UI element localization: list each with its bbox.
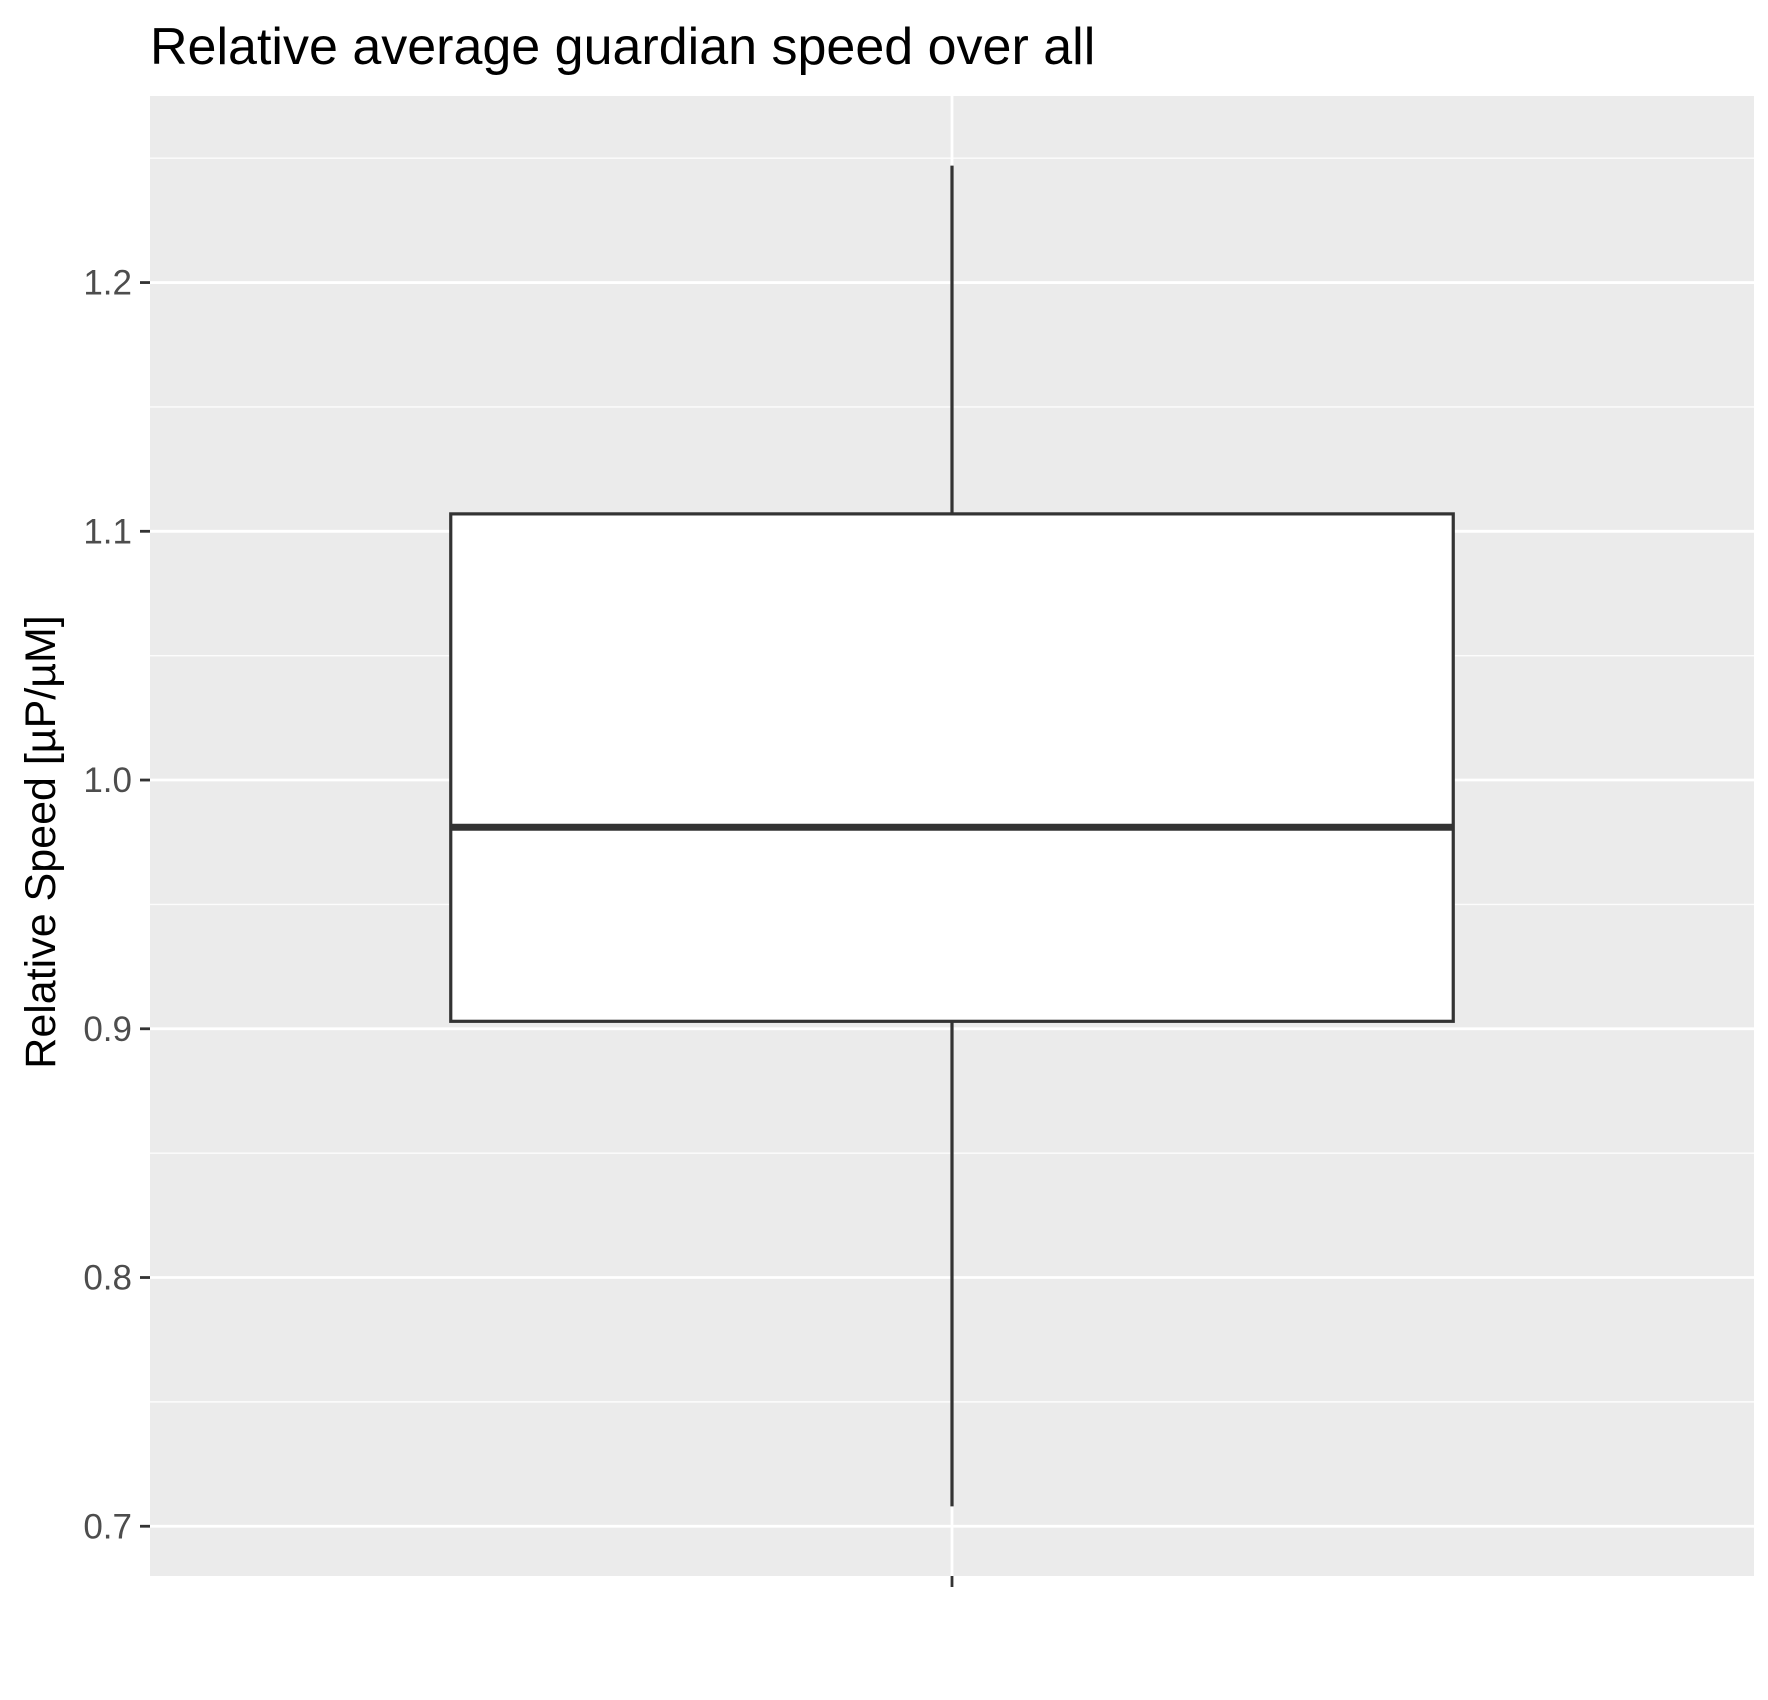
boxes — [449, 165, 1455, 1507]
y-tick-label: 0.9 — [83, 1010, 132, 1049]
y-tick-label: 1.1 — [83, 512, 132, 551]
box-iqr — [449, 512, 1455, 1023]
y-tick-label: 0.8 — [83, 1259, 132, 1298]
y-axis-ticks: 0.7 0.8 0.9 1.0 1.1 1.2 — [83, 264, 150, 1546]
y-tick-label: 1.0 — [83, 761, 132, 800]
chart-title: Relative average guardian speed over all — [150, 18, 1095, 76]
y-axis-label: Relative Speed [µP/µM] — [17, 615, 65, 1068]
y-tick-label: 0.7 — [83, 1507, 132, 1546]
y-tick-label: 1.2 — [83, 264, 132, 303]
